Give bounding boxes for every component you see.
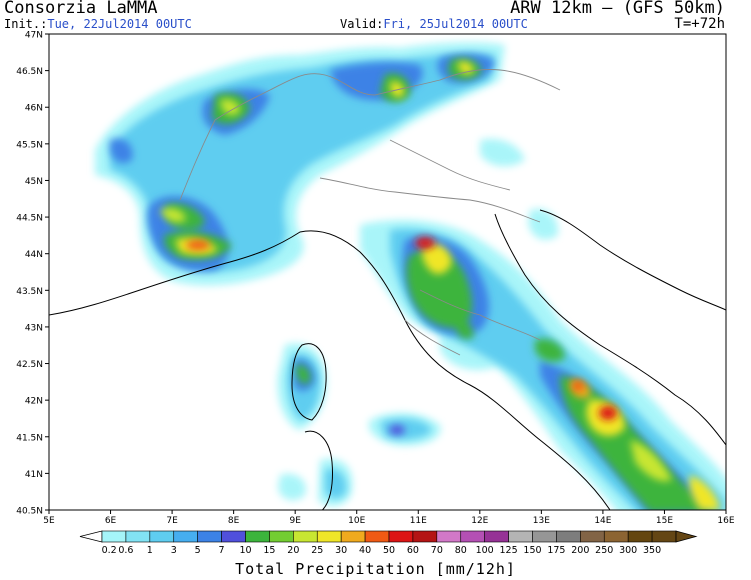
valid-value: Fri, 25Jul2014 00UTC [383,17,528,31]
legend-swatch [316,530,342,543]
legend-value: 80 [455,545,467,556]
legend-swatch [484,530,509,543]
lat-label: 42N [25,397,43,407]
legend-title: Total Precipitation [mm/12h] [235,560,516,578]
lon-label: 13E [533,516,550,526]
legend-swatch [388,530,414,543]
legend-value: 3 [171,545,177,556]
borders [179,69,561,356]
legend-value: 150 [523,545,541,556]
legend-value: 250 [595,545,613,556]
precipitation-legend: 0.2 0.6 1 3 5 7 10 15 20 25 30 40 50 60 70 80 100 125 150 1… [79,530,698,556]
legend-value: 20 [287,545,299,556]
legend-value: 350 [643,545,661,556]
legend-value: 0.6 [118,545,133,556]
lat-label: 41N [25,470,43,480]
lat-label: 43.5N [16,287,43,297]
legend-swatch [221,530,246,543]
lat-label: 45N [25,177,43,187]
legend-value: 300 [619,545,637,556]
lon-label: 10E [348,516,365,526]
latitude-axis: 47N 46.5N 46N 45.5N 45N 44.5N 44N 43.5N 43N 42.5N… [16,31,49,517]
legend-swatch [651,530,677,543]
legend-value: 40 [359,545,371,556]
map-frame [48,33,727,511]
legend-swatch [532,530,557,543]
legend-value: 100 [476,545,494,556]
lon-label: 5E [43,516,55,526]
forecast-step: T=+72h [674,16,725,32]
lon-label: 16E [717,516,734,526]
legend-value: 5 [195,545,201,556]
legend-swatch [125,530,151,543]
organization-title: Consorzia LaMMA [4,0,158,18]
lat-label: 45.5N [16,140,43,150]
valid-time: Valid:Fri, 25Jul2014 00UTC [340,17,528,31]
legend-value: 30 [335,545,347,556]
legend-value: 15 [263,545,275,556]
legend-swatch [508,530,533,543]
legend-value: 60 [407,545,419,556]
legend-value: 50 [383,545,395,556]
precip-layer-red [186,237,617,435]
legend-arrow-left [79,530,103,543]
lat-label: 40.5N [16,507,43,517]
lat-label: 46.5N [16,67,43,77]
lon-label: 15E [656,516,673,526]
lat-label: 44N [25,250,43,260]
legend-value: 7 [219,545,225,556]
legend-value: 125 [500,545,518,556]
legend-value: 0.2 [102,545,117,556]
init-time: Init.:Tue, 22Jul2014 00UTC [4,17,192,31]
legend-swatch [340,530,366,543]
init-label: Init.: [4,17,48,31]
legend-swatch [245,530,270,543]
legend-swatch [627,530,653,543]
lat-label: 43N [25,323,43,333]
lon-label: 8E [228,516,240,526]
legend-swatch [412,530,438,543]
legend-swatch [101,530,127,543]
lon-label: 6E [105,516,117,526]
legend-swatch [149,530,175,543]
lat-label: 46N [25,104,43,114]
lon-label: 12E [471,516,488,526]
lon-label: 9E [289,516,301,526]
model-title: ARW 12km – (GFS 50km) [510,0,725,18]
legend-value: 70 [431,545,443,556]
lat-label: 47N [25,31,43,41]
legend-swatch [460,530,485,543]
legend-swatch [173,530,198,543]
legend-swatch [436,530,462,543]
lat-label: 44.5N [16,214,43,224]
valid-label: Valid: [340,17,384,31]
legend-value: 1 [147,545,153,556]
legend-value: 25 [311,545,323,556]
legend-swatch [580,530,605,543]
lat-label: 42.5N [16,360,43,370]
precipitation-field [95,42,726,510]
lon-label: 14E [594,516,611,526]
lon-label: 7E [166,516,178,526]
coastlines [49,209,726,510]
lat-label: 41.5N [16,433,43,443]
legend-swatch [556,530,581,543]
legend-value: 200 [571,545,589,556]
legend-value: 10 [239,545,251,556]
init-value: Tue, 22Jul2014 00UTC [47,17,192,31]
legend-swatch [364,530,390,543]
legend-arrow-right [675,530,698,543]
legend-swatch [269,530,294,543]
legend-swatch [603,530,629,543]
legend-swatch [293,530,318,543]
legend-swatch [197,530,222,543]
longitude-axis: 5E 6E 7E 8E 9E 10E 11E 12E 13E 14E 15E 16E [43,510,735,526]
legend-value: 175 [547,545,565,556]
lon-label: 11E [410,516,427,526]
